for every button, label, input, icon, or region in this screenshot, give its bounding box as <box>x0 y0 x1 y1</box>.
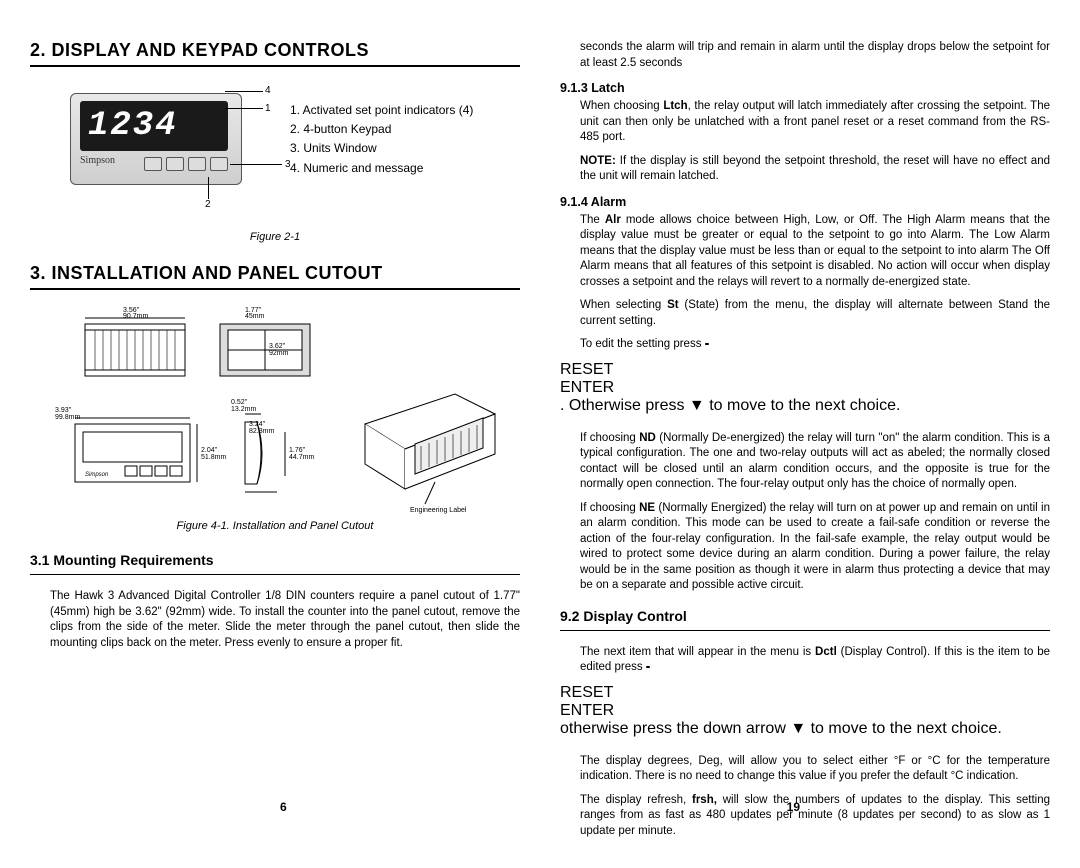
svg-text:44.7mm: 44.7mm <box>289 454 314 461</box>
figure-2-1-wrap: 1234 Simpson 4 1 3 2 1. Activated set po… <box>30 81 520 221</box>
section-3-rule <box>30 288 520 290</box>
legend-item-4: 4. Numeric and message <box>290 159 473 178</box>
section-9-2-p1: The next item that will appear in the me… <box>580 645 1050 676</box>
section-3-1-rule <box>30 574 520 575</box>
svg-text:82.3mm: 82.3mm <box>249 428 274 435</box>
section-9-1-4-p4: If choosing ND (Normally De-energized) t… <box>580 431 1050 493</box>
callout-1: 1 <box>265 103 271 114</box>
svg-text:1.76": 1.76" <box>289 447 306 454</box>
svg-text:13.2mm: 13.2mm <box>231 406 256 413</box>
svg-text:0.52": 0.52" <box>231 399 248 406</box>
svg-text:2.04": 2.04" <box>201 447 218 454</box>
section-9-1-3-p1: When choosing Ltch, the relay output wil… <box>580 99 1050 146</box>
figure-2-1-legend: 1. Activated set point indicators (4) 2.… <box>290 101 473 178</box>
svg-text:45mm: 45mm <box>245 313 265 320</box>
section-3-1-body: The Hawk 3 Advanced Digital Controller 1… <box>50 589 520 651</box>
reset-enter-key-icon <box>646 666 650 668</box>
section-9-1-4-p5: If choosing NE (Normally Energized) the … <box>580 501 1050 594</box>
section-3-1-heading: 3.1 Mounting Requirements <box>30 552 520 568</box>
page-number-left: 6 <box>280 800 287 814</box>
section-2-rule <box>30 65 520 67</box>
svg-text:3.93": 3.93" <box>55 407 72 414</box>
svg-text:51.8mm: 51.8mm <box>201 454 226 461</box>
legend-item-1: 1. Activated set point indicators (4) <box>290 101 473 120</box>
section-9-1-4-p1: The Alr mode allows choice between High,… <box>580 213 1050 291</box>
svg-text:3.62": 3.62" <box>269 343 286 350</box>
panel-meter-diagram: 1234 Simpson 4 1 3 2 <box>60 81 250 191</box>
section-9-2-p2: The display degrees, Deg, will allow you… <box>580 754 1050 785</box>
callout-2: 2 <box>205 199 211 210</box>
page: 2. DISPLAY AND KEYPAD CONTROLS 1234 Simp… <box>0 0 1080 868</box>
section-9-1-3-note: NOTE: If the display is still beyond the… <box>580 154 1050 185</box>
svg-text:92mm: 92mm <box>269 350 289 357</box>
svg-text:99.8mm: 99.8mm <box>55 414 80 421</box>
right-column: seconds the alarm will trip and remain i… <box>560 40 1050 848</box>
figure-4-1-caption: Figure 4-1. Installation and Panel Cutou… <box>30 520 520 532</box>
legend-item-3: 3. Units Window <box>290 139 473 158</box>
left-column: 2. DISPLAY AND KEYPAD CONTROLS 1234 Simp… <box>30 40 520 848</box>
page-numbers: 6 19 <box>0 800 1080 824</box>
meter-keypad <box>144 157 228 171</box>
meter-display: 1234 <box>80 101 228 151</box>
section-9-1-4-heading: 9.1.4 Alarm <box>560 195 1050 209</box>
reset-enter-key-icon <box>705 343 709 345</box>
legend-item-2: 2. 4-button Keypad <box>290 120 473 139</box>
section-3-heading: 3. INSTALLATION AND PANEL CUTOUT <box>30 263 520 284</box>
svg-text:Simpson: Simpson <box>85 472 109 478</box>
cutout-diagram: 3.56" 90.7mm 1.77" 45mm 3.62" 92mm Simps… <box>45 304 505 514</box>
section-9-2-rule <box>560 630 1050 631</box>
section-2-heading: 2. DISPLAY AND KEYPAD CONTROLS <box>30 40 520 61</box>
section-9-1-4-p2: When selecting St (State) from the menu,… <box>580 298 1050 329</box>
callout-4: 4 <box>265 85 271 96</box>
meter-brand: Simpson <box>80 155 115 166</box>
svg-text:3.24": 3.24" <box>249 421 266 428</box>
section-9-1-3-heading: 9.1.3 Latch <box>560 81 1050 95</box>
figure-2-1-caption: Figure 2-1 <box>30 231 520 243</box>
section-9-1-4-p3: To edit the setting press <box>580 337 1050 353</box>
svg-text:90.7mm: 90.7mm <box>123 313 148 320</box>
section-9-2-heading: 9.2 Display Control <box>560 608 1050 624</box>
svg-text:Engineering Label: Engineering Label <box>410 507 467 514</box>
page-number-right: 19 <box>787 800 800 814</box>
top-continuation-para: seconds the alarm will trip and remain i… <box>580 40 1050 71</box>
